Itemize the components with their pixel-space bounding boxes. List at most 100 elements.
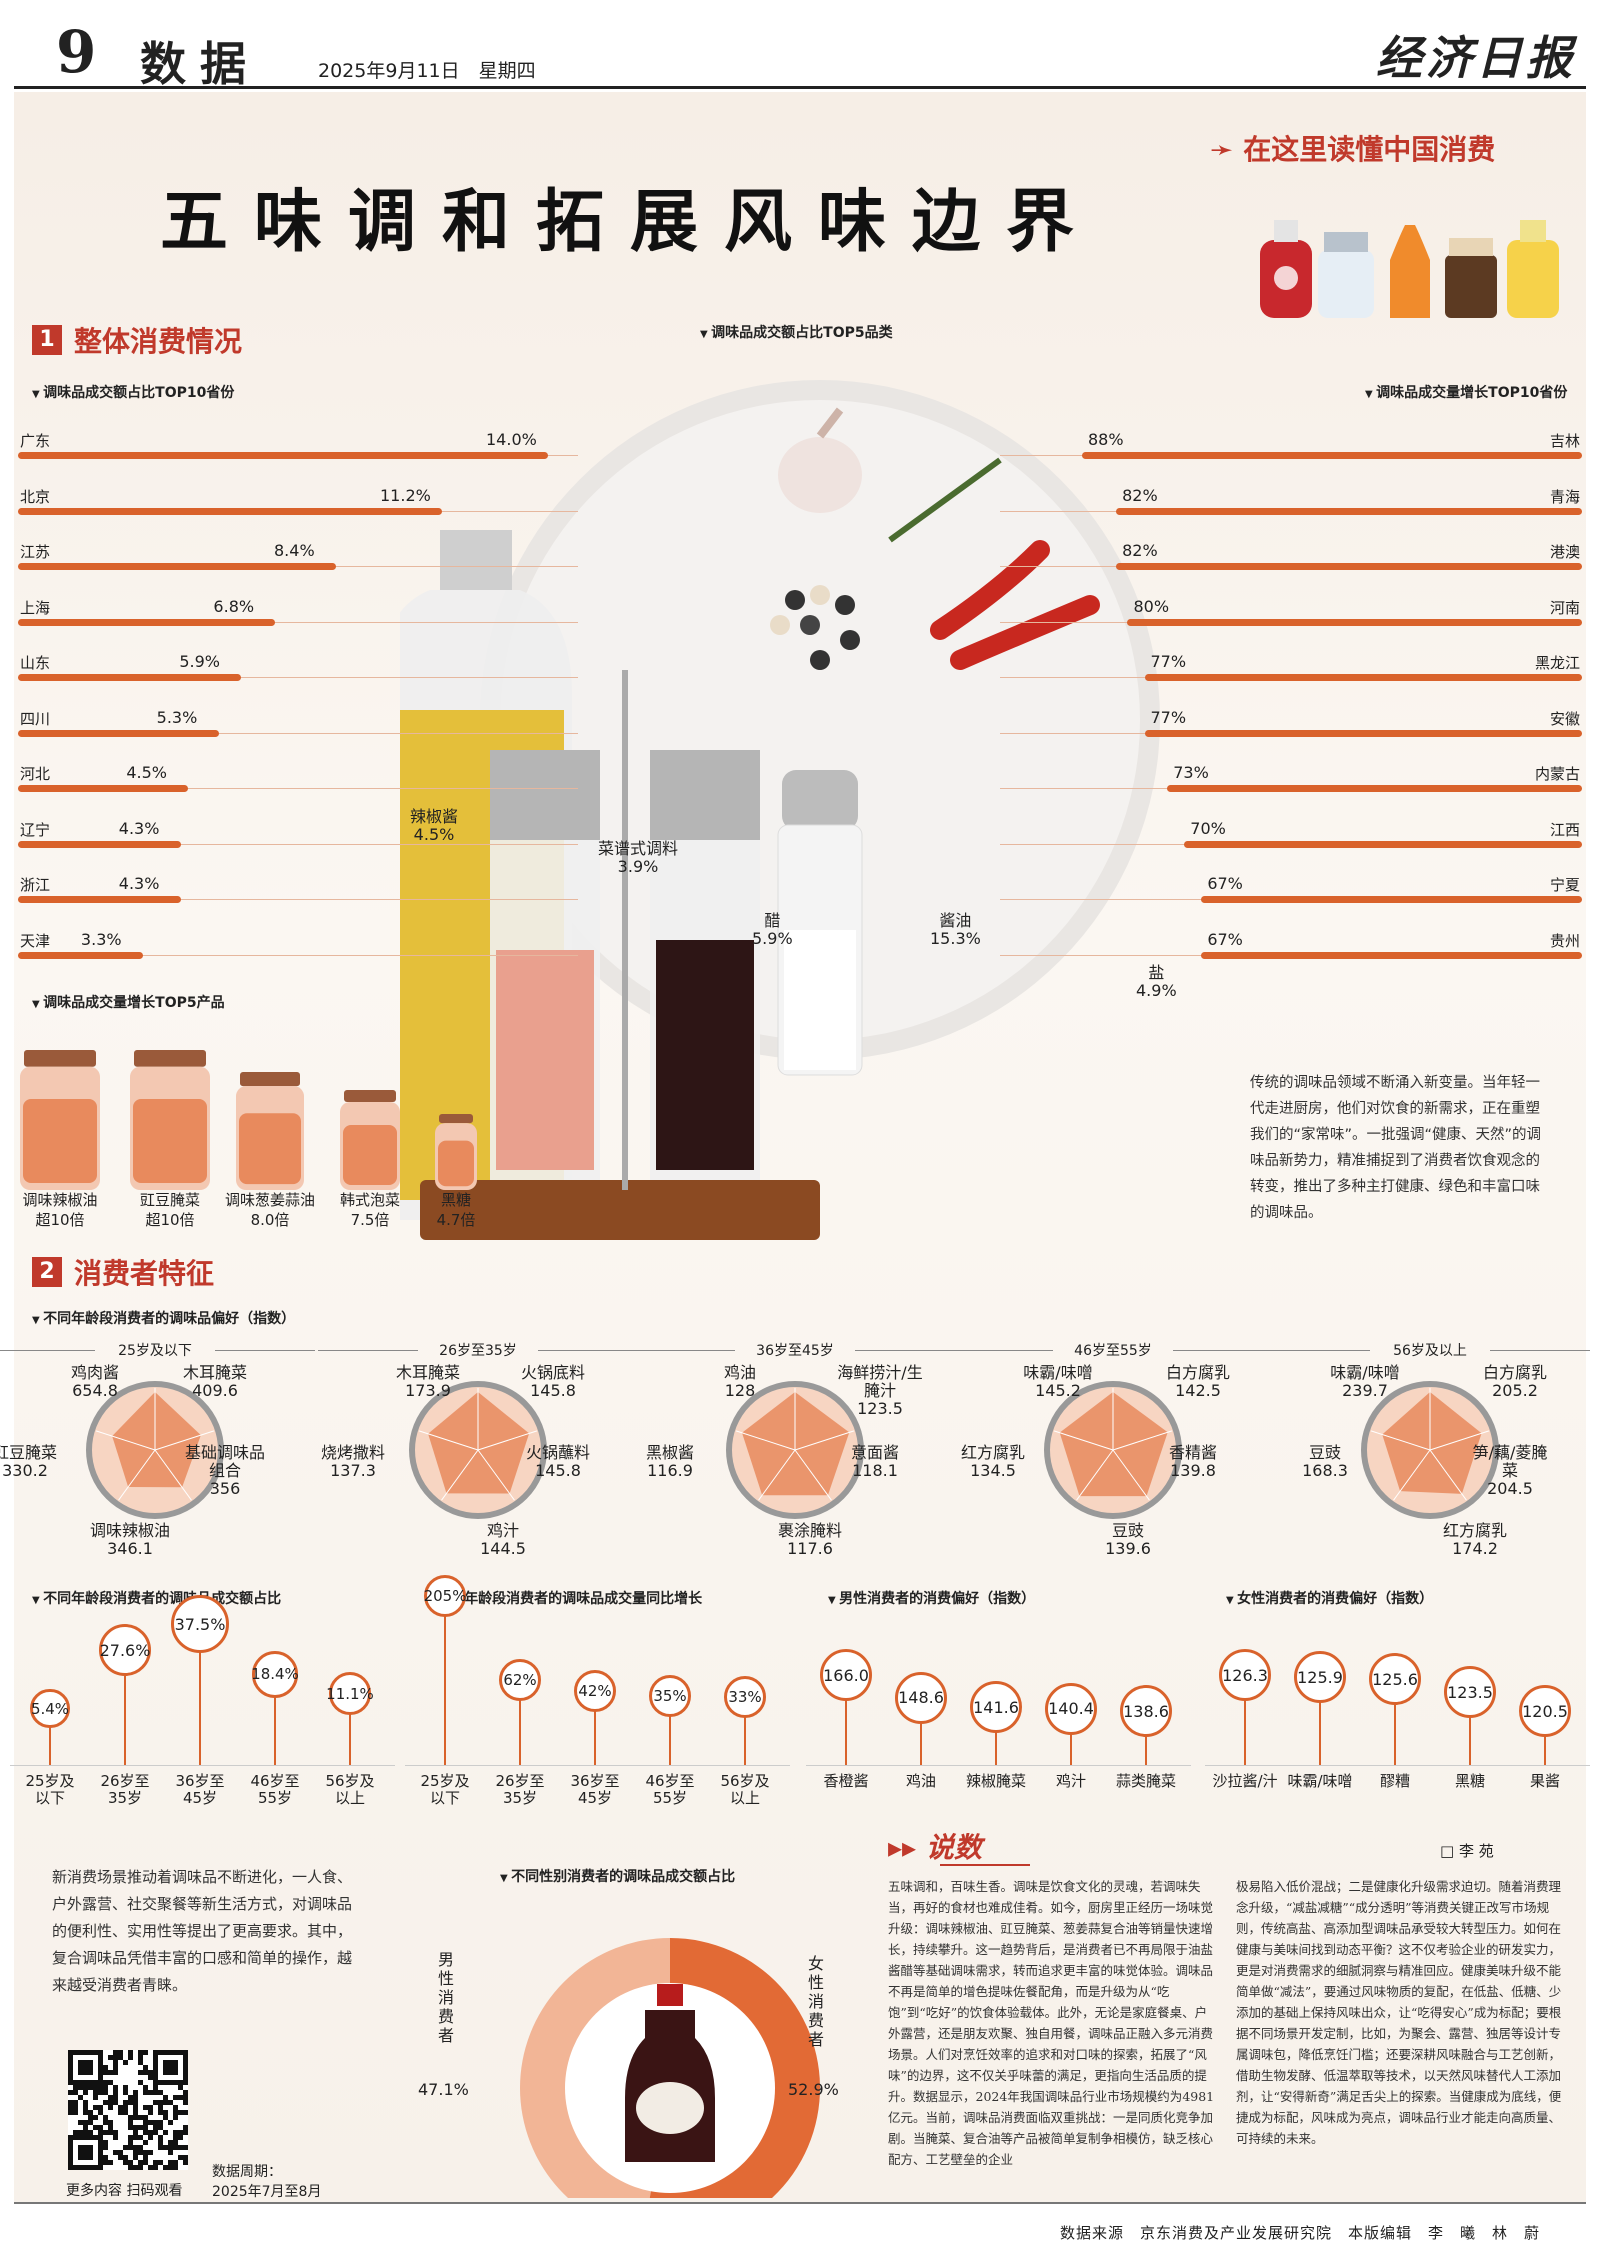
value-stem — [845, 1675, 847, 1765]
value-circle: 18.4% — [251, 1651, 299, 1698]
product-name: 黑糖 — [440, 1191, 471, 1209]
product-growth-label: 调味辣椒油 超10倍 — [0, 1190, 120, 1230]
share-value: 4.3% — [118, 874, 160, 893]
growth-value: 70% — [1190, 818, 1226, 838]
value-stem — [519, 1679, 521, 1765]
qr-code[interactable] — [68, 2050, 188, 2170]
age-group-title: 36岁至45岁 — [635, 1340, 955, 1360]
radar-item-label: 鸡汁 144.5 — [458, 1522, 548, 1558]
radar-spoke — [154, 1449, 192, 1501]
radar-item-name: 香精酱 — [1168, 1443, 1217, 1462]
radar-item-name: 味霸/味噌 — [1023, 1363, 1093, 1382]
value-stem — [124, 1650, 126, 1765]
radar-item-value: 145.2 — [1035, 1381, 1081, 1400]
radar-item-name: 木耳腌菜 — [395, 1363, 460, 1382]
radar-item-value: 239.7 — [1342, 1381, 1388, 1400]
province-growth-row: 宁夏 67% — [1000, 874, 1582, 904]
radar-spoke — [441, 1449, 479, 1501]
radar-item-label: 白方腐乳 205.2 — [1470, 1364, 1560, 1400]
radar-spoke — [418, 1430, 479, 1451]
value-stem — [1544, 1711, 1546, 1765]
soy-bottle-icon — [625, 1984, 715, 2162]
jar-icon — [435, 1114, 477, 1190]
growth-bar — [1127, 618, 1582, 626]
preference-item: 果酱 — [1529, 1772, 1560, 1790]
radar-item-label: 味霸/味噌 239.7 — [1320, 1364, 1410, 1400]
growth-value: 67% — [1207, 929, 1243, 949]
value-label: 125.6 — [1372, 1669, 1418, 1689]
radar-spoke — [1429, 1449, 1467, 1501]
age-label-line-1: 46岁至 — [645, 1772, 695, 1790]
commentary-underline — [940, 1864, 1030, 1866]
radar-item-value: 117.6 — [787, 1539, 833, 1558]
radar-item-label: 木耳腌菜 409.6 — [170, 1364, 260, 1400]
age-title-rule — [318, 1350, 418, 1351]
age-label-line-1: 25岁及 — [25, 1772, 75, 1790]
radar-item-label: 红方腐乳 174.2 — [1430, 1522, 1520, 1558]
age-group-label: 25岁及以下 — [118, 1343, 192, 1359]
value-label: 120.5 — [1522, 1701, 1568, 1721]
value-label: 141.6 — [973, 1697, 1019, 1717]
section-2-label: 消费者特征 — [74, 1257, 215, 1290]
growth-bar — [1082, 452, 1582, 459]
bar-track — [18, 677, 578, 678]
radar-spoke — [154, 1430, 215, 1451]
radar-item-label: 香精酱 139.8 — [1153, 1444, 1233, 1480]
bar-track — [18, 788, 578, 789]
radar-item-name: 烧烤撒料 — [320, 1443, 385, 1462]
age-label-line-1: 56岁及 — [325, 1772, 375, 1790]
bar-track — [18, 843, 578, 845]
age-label-line-2: 35岁 — [107, 1789, 143, 1807]
baseline — [10, 1765, 395, 1766]
page-number: 9 — [56, 18, 97, 86]
product-multiple: 4.7倍 — [436, 1211, 476, 1229]
product-growth-label: 调味葱姜蒜油 8.0倍 — [210, 1190, 330, 1230]
value-circle: 138.6 — [1120, 1685, 1172, 1737]
value-stem — [444, 1596, 446, 1765]
share-bar — [18, 785, 189, 792]
preference-item: 醪糟 — [1379, 1772, 1410, 1790]
radar-item-name: 火锅蘸料 — [525, 1443, 590, 1462]
value-label: 140.4 — [1048, 1699, 1094, 1719]
value-label: 11.1% — [326, 1684, 374, 1703]
section-1-number: 1 — [32, 325, 62, 355]
growth-bar — [1184, 840, 1582, 848]
province-share-row: 广东 14.0% — [18, 430, 578, 460]
radar-item-label: 裹涂腌料 117.6 — [765, 1522, 855, 1558]
radar-item-value: 134.5 — [970, 1461, 1016, 1480]
baseline — [405, 1765, 790, 1766]
value-stem — [594, 1691, 596, 1765]
value-stem — [1070, 1708, 1072, 1765]
preference-item: 鸡油 — [905, 1772, 936, 1790]
age-label-line-2: 55岁 — [257, 1789, 293, 1807]
category-label: 鸡汁 — [1031, 1773, 1111, 1790]
share-value: 5.3% — [156, 707, 198, 727]
baseline — [806, 1765, 1191, 1766]
age-title-rule — [635, 1350, 735, 1351]
scene-paragraph: 新消费场景推动着调味品不断进化，一人食、户外露营、社交聚餐等新生活方式，对调味品… — [52, 1868, 353, 1994]
radar-spoke — [1076, 1449, 1114, 1501]
baseline — [1205, 1765, 1590, 1766]
radar-item-value: 144.5 — [480, 1539, 526, 1558]
section-2-heading: 2 消费者特征 — [32, 1252, 214, 1292]
qr-caption: 更多内容 扫码观看 — [66, 2183, 183, 2199]
radar-item-label: 鸡肉酱 654.8 — [50, 1364, 140, 1400]
value-circle: 62% — [499, 1658, 541, 1701]
age-title-rule — [215, 1350, 315, 1351]
share-value: 4.3% — [118, 818, 160, 838]
category-value: 4.5% — [413, 825, 455, 844]
age-title-rule — [0, 1350, 95, 1351]
value-label: 166.0 — [823, 1665, 869, 1685]
value-label: 138.6 — [1123, 1701, 1169, 1721]
value-stem — [1394, 1679, 1396, 1765]
radar-item-label: 豆豉 139.6 — [1083, 1522, 1173, 1558]
radar-area — [741, 1392, 850, 1496]
radar-spoke — [1053, 1430, 1114, 1451]
radar-item-value: 139.6 — [1105, 1539, 1151, 1558]
subheading-age-preference: 不同年龄段消费者的调味品偏好（指数） — [32, 1308, 295, 1328]
province-growth-row: 安徽 77% — [1000, 708, 1582, 738]
province-share-row: 上海 6.8% — [18, 597, 578, 627]
value-label: 5.4% — [30, 1699, 70, 1718]
province-growth-row: 黑龙江 77% — [1000, 652, 1582, 682]
share-value: 3.3% — [80, 929, 122, 949]
